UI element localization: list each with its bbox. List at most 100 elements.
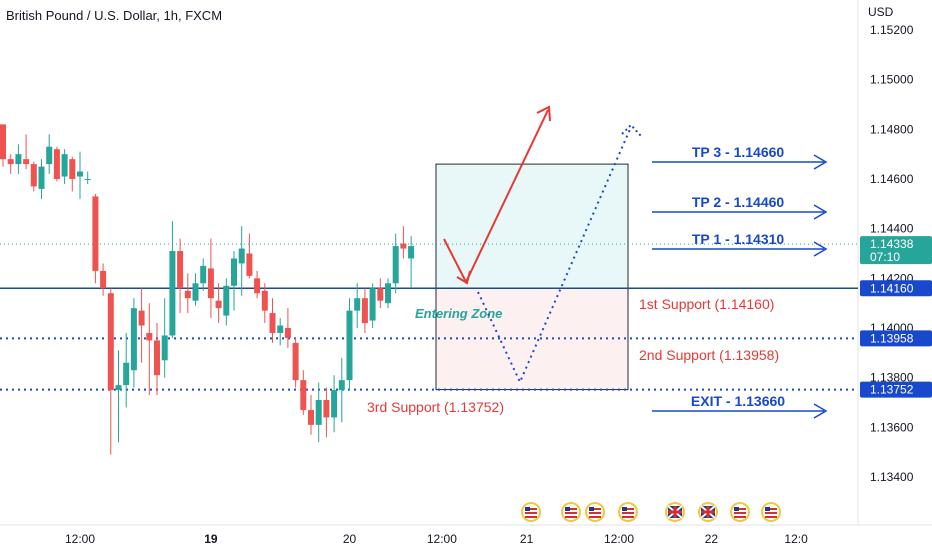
currency-label[interactable]: USD bbox=[868, 5, 894, 19]
arrow-head-icon bbox=[536, 105, 551, 122]
candle-body bbox=[146, 332, 153, 341]
candle-body bbox=[231, 258, 237, 286]
candle-body bbox=[246, 253, 253, 276]
price-tick-label: 1.15200 bbox=[870, 23, 914, 37]
tp2-label: TP 2 - 1.14460 bbox=[692, 194, 785, 210]
flag-canton bbox=[765, 507, 770, 511]
time-tick-label: 12:00 bbox=[427, 532, 457, 546]
candle-body bbox=[269, 313, 276, 333]
candle-body bbox=[53, 149, 60, 179]
profit-zone-box bbox=[435, 163, 629, 289]
candle-body bbox=[315, 400, 322, 425]
candle-body bbox=[30, 164, 37, 187]
flag-stripe bbox=[565, 508, 577, 510]
flag-stripe bbox=[622, 516, 634, 518]
flag-stripe bbox=[622, 512, 634, 514]
price-line-tag bbox=[860, 381, 932, 398]
candle-body bbox=[84, 179, 91, 180]
tp1-label: TP 1 - 1.14310 bbox=[692, 231, 785, 247]
candle-body bbox=[238, 248, 245, 264]
candle-body bbox=[154, 340, 160, 376]
arrow-head-icon bbox=[621, 123, 642, 137]
price-line-tag bbox=[860, 330, 932, 347]
flag-stripe bbox=[525, 516, 537, 518]
flag-stripe bbox=[734, 512, 746, 514]
price-tick-label: 1.14600 bbox=[870, 172, 914, 186]
loss-zone-box bbox=[435, 287, 629, 391]
candle-body bbox=[92, 196, 99, 271]
price-tick-label: 1.13600 bbox=[870, 420, 914, 434]
candle-body bbox=[385, 283, 391, 304]
flag-canton bbox=[622, 507, 627, 511]
arrow-head-icon bbox=[813, 241, 828, 257]
candle-body bbox=[38, 166, 45, 189]
flag-stripe bbox=[589, 508, 601, 510]
candle-body bbox=[207, 268, 214, 299]
price-line-tag-label: 1.14160 bbox=[870, 281, 914, 295]
symbol-title[interactable]: British Pound / U.S. Dollar, 1h, FXCM bbox=[6, 8, 223, 23]
price-tick-label: 1.14800 bbox=[870, 122, 914, 136]
candle-body bbox=[331, 390, 338, 418]
candle-body bbox=[15, 154, 22, 165]
candle-body bbox=[408, 246, 415, 259]
candle-body bbox=[23, 159, 30, 165]
price-tick-label: 1.13800 bbox=[870, 371, 914, 385]
candle-body bbox=[284, 328, 291, 338]
candle-body bbox=[338, 380, 345, 391]
candle-body bbox=[369, 288, 376, 321]
flag-stripe bbox=[565, 512, 577, 514]
arrow-head-icon bbox=[813, 204, 828, 220]
flag-canton bbox=[589, 507, 594, 511]
candle-body bbox=[0, 124, 6, 160]
candle-body bbox=[361, 298, 368, 324]
candle-body bbox=[254, 278, 261, 294]
candle-body bbox=[261, 290, 268, 311]
flag-canton bbox=[734, 507, 739, 511]
candle-body bbox=[223, 285, 230, 316]
candle-body bbox=[130, 308, 137, 371]
support-2-label: 2nd Support (1.13958) bbox=[639, 347, 779, 363]
candle-body bbox=[107, 293, 114, 391]
candle-body bbox=[308, 409, 314, 425]
candle-body bbox=[77, 171, 83, 177]
candle-body bbox=[69, 159, 76, 179]
support-3-label: 3rd Support (1.13752) bbox=[367, 399, 504, 415]
price-line-tag-label: 1.14338 bbox=[870, 237, 914, 251]
time-tick-label: 12:00 bbox=[65, 532, 95, 546]
price-line-tag-label: 1.13958 bbox=[870, 331, 914, 345]
candle-body bbox=[354, 298, 361, 311]
support-1-label: 1st Support (1.14160) bbox=[639, 296, 774, 312]
price-line-tag-time: 07:10 bbox=[870, 250, 900, 264]
flag-stripe bbox=[525, 508, 537, 510]
price-tick-label: 1.14400 bbox=[870, 222, 914, 236]
candle-body bbox=[46, 146, 53, 165]
flag-canton bbox=[525, 507, 530, 511]
time-tick-label: 21 bbox=[520, 532, 534, 546]
arrow-head-icon bbox=[813, 154, 828, 170]
flag-cross bbox=[673, 506, 677, 518]
candle-body bbox=[377, 288, 384, 301]
tp3-label: TP 3 - 1.14660 bbox=[692, 144, 785, 160]
candle-body bbox=[61, 154, 68, 177]
candle-body bbox=[400, 243, 407, 249]
candle-body bbox=[115, 385, 122, 391]
flag-stripe bbox=[734, 516, 746, 518]
flag-stripe bbox=[589, 516, 601, 518]
flag-stripe bbox=[765, 508, 777, 510]
flag-stripe bbox=[622, 508, 634, 510]
flag-stripe bbox=[565, 516, 577, 518]
flag-stripe bbox=[589, 512, 601, 514]
price-line-tag bbox=[860, 236, 932, 265]
exit-label: EXIT - 1.13660 bbox=[691, 393, 785, 409]
candle-body bbox=[123, 362, 130, 386]
candle-body bbox=[177, 251, 184, 289]
candle-body bbox=[346, 310, 353, 381]
flag-stripe bbox=[765, 516, 777, 518]
price-tick-label: 1.15000 bbox=[870, 73, 914, 87]
time-tick-label: 20 bbox=[343, 532, 357, 546]
price-tick-label: 1.13400 bbox=[870, 470, 914, 484]
flag-cross bbox=[706, 506, 710, 518]
candle-body bbox=[192, 283, 199, 301]
